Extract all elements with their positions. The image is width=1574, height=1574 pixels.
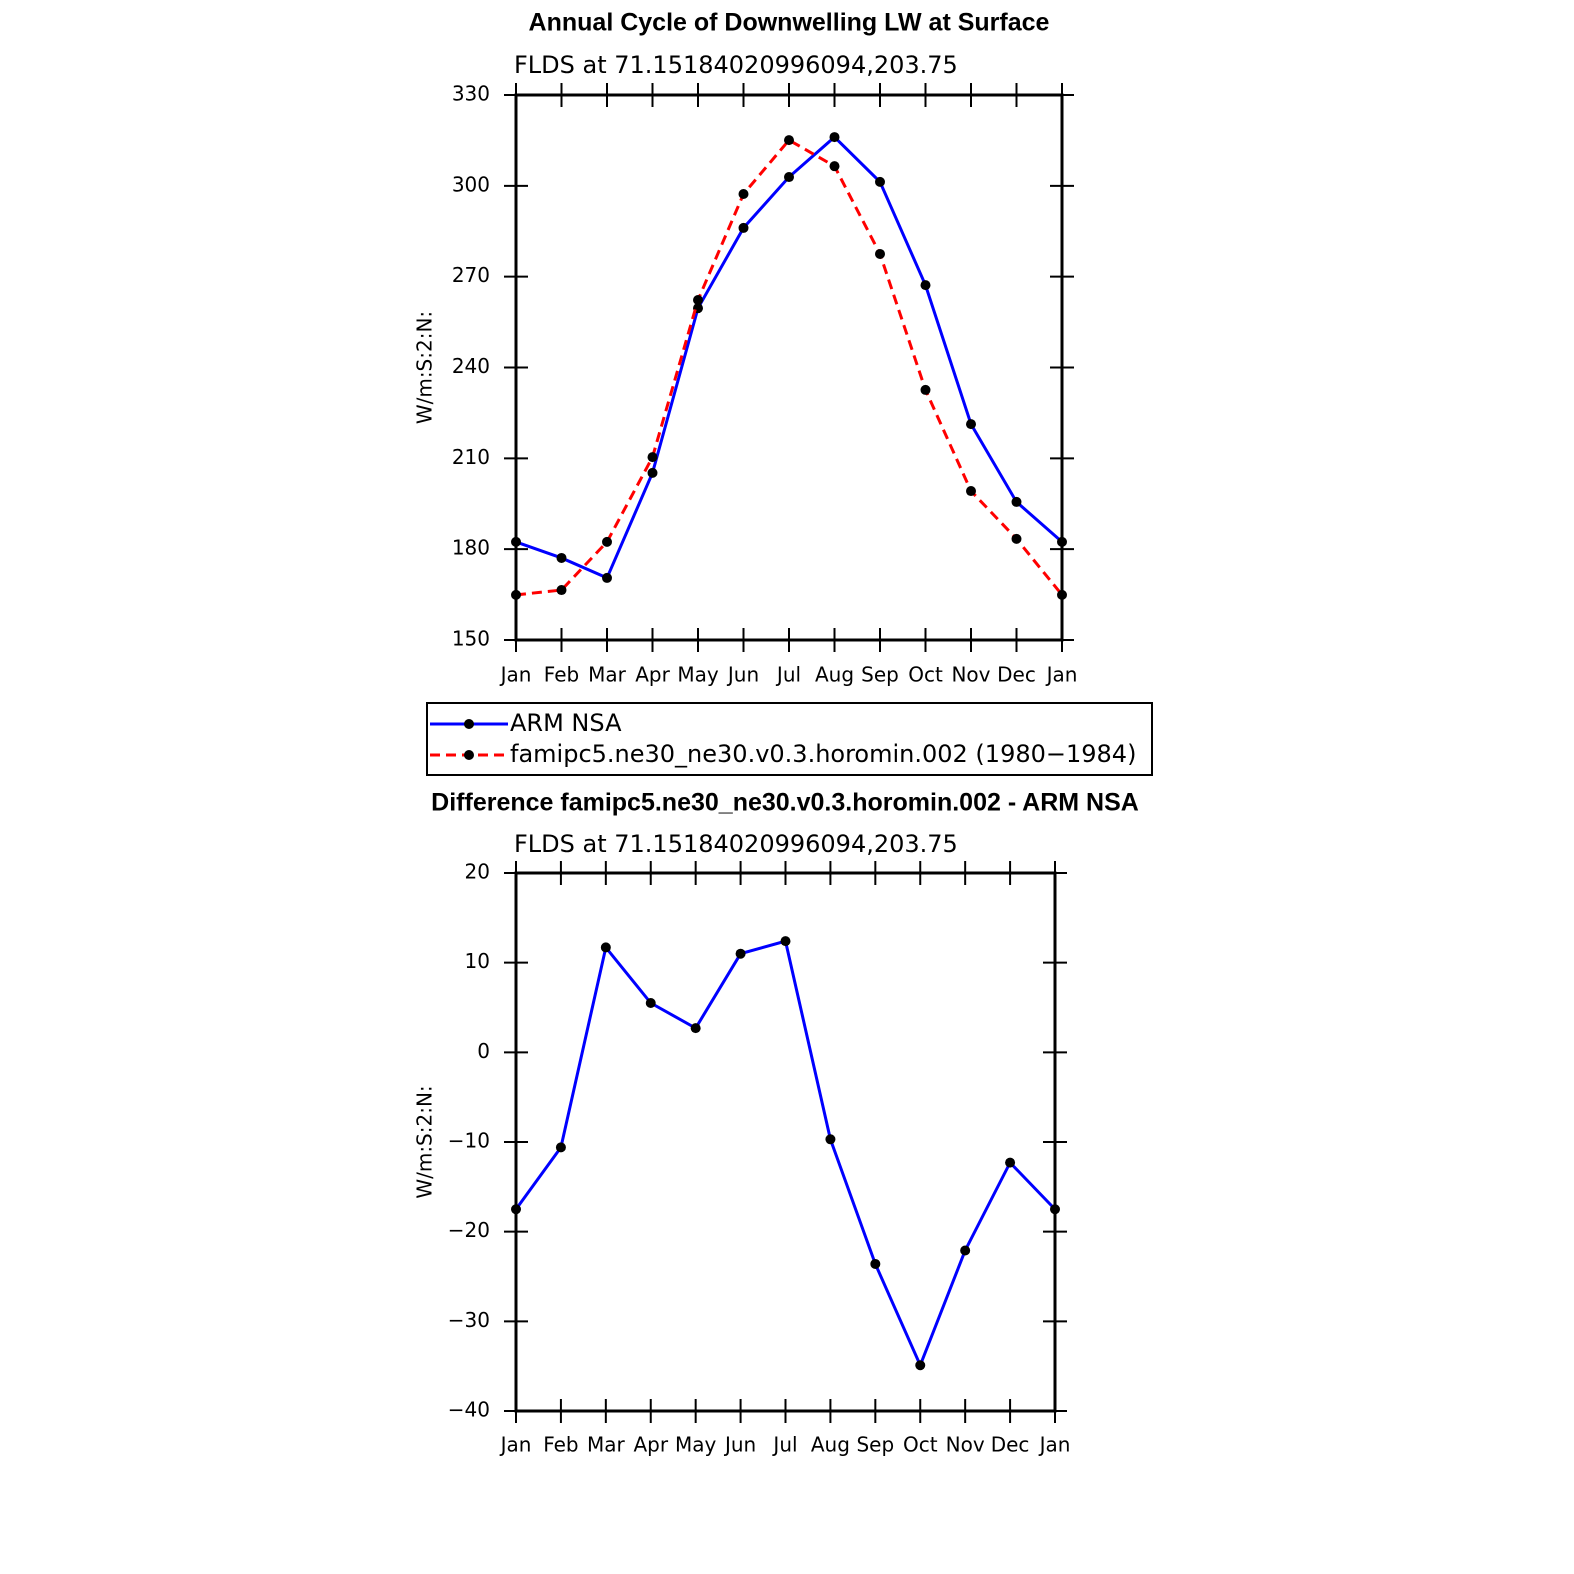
data-point [511,536,521,547]
data-point [1050,1204,1060,1215]
y-tick-label: 20 [465,860,490,884]
x-tick-label: Sep [856,1433,894,1457]
data-point [966,419,976,430]
x-tick-label: Jan [1045,663,1078,687]
y-tick-label: 0 [477,1039,490,1063]
x-tick-label: Dec [991,1433,1030,1457]
x-tick-label: Jan [499,663,532,687]
data-point [875,176,885,187]
data-point [647,452,658,463]
x-tick-label: Mar [587,1433,626,1457]
x-tick-label: Aug [815,663,854,687]
data-point [1057,536,1067,547]
x-tick-label: Mar [588,663,627,687]
x-tick-label: Sep [861,663,899,687]
data-point [556,585,567,596]
data-point [1011,533,1022,544]
data-point [1011,496,1022,507]
x-tick-label: Jun [726,663,759,687]
data-point [602,572,612,583]
data-point [1057,589,1067,600]
chart-subtitle: FLDS at 71.15184020996094,203.75 [514,830,958,858]
x-tick-label: Feb [544,663,579,687]
y-tick-label: 300 [452,172,490,196]
data-point [602,536,612,547]
data-point [870,1258,881,1269]
y-tick-label: 210 [452,445,490,469]
x-tick-label: Nov [946,1433,985,1457]
data-point [735,948,746,959]
data-point [511,589,521,600]
x-tick-label: Oct [903,1433,938,1457]
chart-subtitle: FLDS at 71.15184020996094,203.75 [514,51,958,79]
x-tick-label: Apr [633,1433,668,1457]
y-tick-label: 180 [452,536,490,560]
data-point [920,384,931,395]
x-tick-label: Jun [723,1433,756,1457]
y-axis-label: W/m:S:2:N: [413,1085,437,1198]
x-tick-label: Jan [499,1433,532,1457]
x-tick-label: May [675,1433,717,1457]
x-tick-label: Oct [908,663,943,687]
data-point [784,172,794,183]
plot-frame [514,93,1064,642]
data-point [780,936,791,947]
y-tick-label: 150 [452,627,490,651]
data-point [829,132,840,143]
data-point [600,942,611,953]
y-tick-label: 270 [452,263,490,287]
legend-marker [464,719,474,729]
y-tick-label: 10 [465,949,490,973]
data-point [738,189,749,200]
y-axis-label: W/m:S:2:N: [413,311,437,424]
data-point [645,998,656,1009]
x-tick-label: Jan [1038,1433,1071,1457]
plot-frame [514,871,1057,1413]
y-tick-label: −30 [448,1308,490,1332]
x-tick-label: Nov [951,663,990,687]
data-point [1005,1157,1016,1168]
data-point [693,294,703,305]
y-tick-label: −40 [448,1398,490,1422]
data-point [915,1360,926,1371]
x-tick-label: Dec [997,663,1036,687]
data-point [825,1134,836,1145]
y-tick-label: 240 [452,354,490,378]
legend-label: famipc5.ne30_ne30.v0.3.horomin.002 (1980… [510,740,1136,768]
x-tick-label: Jul [771,1433,797,1457]
x-tick-label: Aug [811,1433,850,1457]
data-point [690,1023,701,1034]
y-tick-label: −20 [448,1218,490,1242]
y-tick-label: −10 [448,1129,490,1153]
data-point [511,1204,521,1215]
data-point [966,486,976,497]
chart-title: Difference famipc5.ne30_ne30.v0.3.horomi… [431,789,1139,817]
data-point [555,1142,566,1153]
x-tick-label: May [677,663,719,687]
x-tick-label: Jul [775,663,801,687]
data-point [784,135,794,146]
x-tick-label: Apr [635,663,670,687]
data-point [738,222,749,233]
data-point [960,1245,971,1256]
chart-title: Annual Cycle of Downwelling LW at Surfac… [529,9,1050,37]
legend-marker [464,750,474,760]
data-point [875,248,885,259]
data-point [920,280,931,291]
legend-box [426,702,1153,776]
legend-label: ARM NSA [510,709,622,737]
data-point [829,161,840,172]
series-line [515,138,1064,597]
data-point [647,467,658,478]
y-tick-label: 330 [452,82,490,106]
series-line [514,939,1057,1370]
x-tick-label: Feb [543,1433,578,1457]
data-point [556,552,567,563]
series-line [515,135,1063,580]
